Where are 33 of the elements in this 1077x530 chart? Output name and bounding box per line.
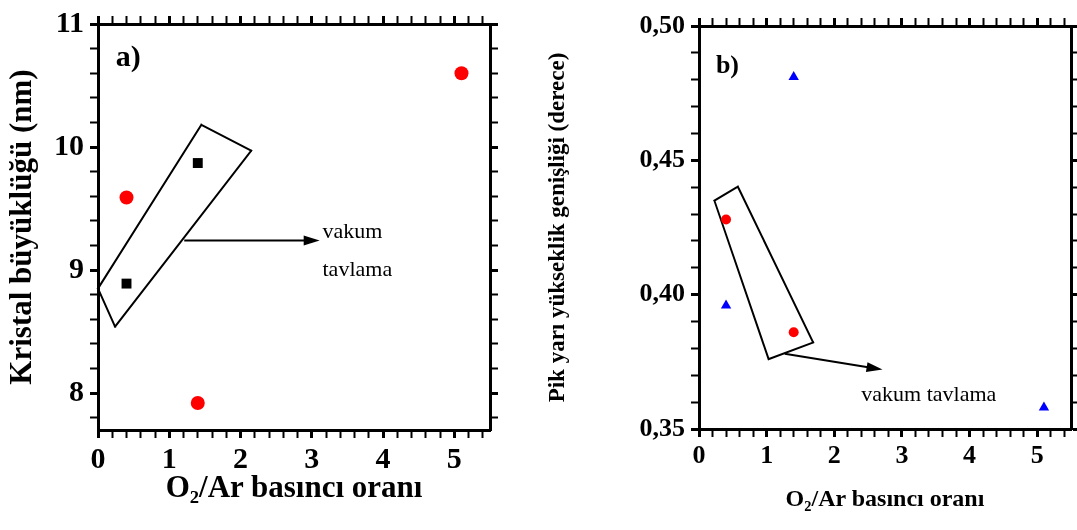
x-tick-label: 4: [963, 440, 977, 470]
point: [454, 66, 469, 81]
point: [190, 395, 205, 410]
point: [721, 214, 732, 225]
y-axis-title: Pik yarı yükseklik genişliği (derece): [543, 52, 569, 403]
y-tick-label: 0,35: [639, 412, 685, 442]
y-axis-title: Kristal büyüklüğü (nm): [2, 69, 38, 385]
point: [192, 158, 203, 168]
annotation: a): [115, 39, 141, 74]
x-tick-label: 2: [827, 440, 841, 470]
y-tick-label: 9: [69, 250, 84, 284]
point: [119, 190, 134, 205]
point: [788, 71, 799, 81]
y-tick-label: 11: [55, 4, 84, 38]
x-tick-label: 3: [895, 440, 909, 470]
point: [720, 299, 732, 309]
y-tick-label: 8: [69, 373, 84, 407]
annotation: vakum tavlama: [322, 217, 393, 281]
point: [788, 327, 799, 338]
x-tick-label: 1: [760, 440, 774, 470]
x-tick-label: 0: [692, 440, 706, 470]
y-tick-label: 0,40: [639, 278, 685, 308]
point: [121, 278, 132, 289]
point: [1038, 401, 1050, 411]
x-tick-label: 5: [446, 440, 462, 474]
x-tick-label: 5: [1030, 440, 1044, 470]
y-tick-label: 10: [54, 127, 84, 161]
annotation: vakum tavlama: [861, 381, 997, 407]
x-tick-label: 0: [90, 440, 106, 474]
y-tick-label: 0,50: [639, 9, 685, 39]
y-tick-label: 0,45: [639, 144, 685, 174]
x-axis-title: O₂/Ar basıncı oranı: [785, 484, 985, 511]
annotation: b): [715, 50, 740, 80]
